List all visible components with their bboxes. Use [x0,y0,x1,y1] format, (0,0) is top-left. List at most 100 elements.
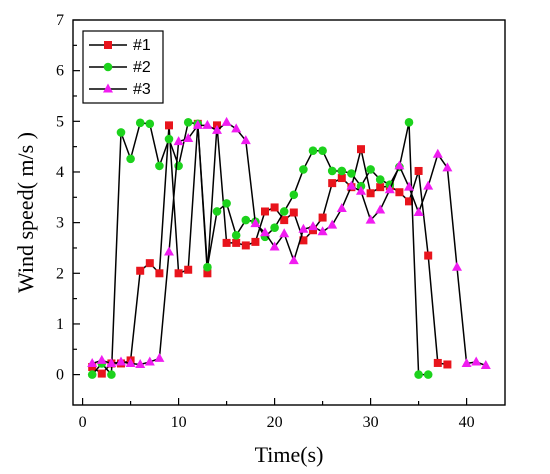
data-point [336,202,347,212]
data-point [135,358,146,368]
data-point [318,146,327,155]
series-3 [87,116,491,369]
data-point [347,169,356,178]
data-point [144,356,155,366]
data-point [317,226,328,236]
legend-label: #3 [133,81,151,98]
x-tick-label: 40 [459,414,475,431]
y-tick-label: 7 [56,12,64,29]
data-point [299,236,308,245]
x-tick-label: 20 [267,414,283,431]
data-point [375,204,386,214]
legend-marker [103,62,113,72]
data-point [414,166,423,175]
data-point [405,197,413,206]
data-point [183,133,194,143]
legend-label: #1 [133,37,151,54]
y-tick-label: 1 [56,316,64,333]
data-point [366,189,375,198]
data-point [232,238,241,247]
data-point [145,259,154,268]
data-point [318,213,327,222]
data-point [480,359,491,369]
x-axis-title: Time(s) [255,442,324,467]
data-point [366,165,375,174]
data-point [308,221,318,231]
y-tick-label: 4 [56,164,64,181]
data-point [222,238,231,247]
data-point [384,184,395,194]
data-point [88,363,97,372]
data-point [87,370,97,379]
data-point [432,148,443,158]
data-point [461,357,472,367]
data-point [222,199,231,208]
series-2 [87,118,433,379]
data-point [174,269,183,278]
data-point [279,207,289,216]
data-point [327,166,337,176]
data-point [251,237,260,246]
data-point [471,356,482,366]
data-point [269,241,280,251]
data-point [270,203,279,212]
data-point [289,208,298,217]
y-tick-label: 3 [56,215,64,232]
data-point [221,116,232,126]
data-point [87,357,98,367]
data-point [97,369,106,378]
x-tick-label: 30 [363,414,379,431]
data-point [184,265,193,274]
data-point [404,118,414,127]
data-point [309,226,317,235]
data-point [203,269,212,278]
data-point [327,219,338,229]
data-point [241,215,251,225]
legend-marker [104,41,112,49]
data-point [376,183,385,192]
data-point [145,119,155,129]
axis-ticks: 0 10 20 30 40 0 1 2 3 4 5 6 7 [56,12,475,431]
data-point [106,357,117,367]
data-point [365,214,376,224]
data-point [308,146,318,155]
data-point [424,251,433,260]
data-point [328,179,337,188]
data-point [241,241,250,250]
data-point [96,354,107,364]
data-point [346,180,357,190]
data-point [375,175,385,184]
data-point [164,134,174,144]
data-point [404,181,414,191]
data-point [212,124,222,134]
data-point [116,128,126,137]
data-point [414,370,423,379]
data-point [423,180,434,190]
data-point [192,119,203,129]
data-point [155,269,164,278]
data-point [288,255,299,265]
data-point [203,262,212,272]
legend-marker [103,83,113,93]
data-point [442,162,453,172]
data-point [231,123,242,133]
y-tick-label: 2 [56,265,64,282]
data-point [135,118,145,128]
data-point [423,370,433,379]
data-point [173,136,184,146]
series-layer [87,116,491,379]
legend-label: #2 [133,59,151,76]
data-point [155,161,164,171]
data-point [126,154,135,164]
data-point [270,223,279,232]
y-tick-label: 6 [56,63,64,80]
data-point [337,174,346,183]
data-point [356,185,366,195]
data-point [279,228,290,238]
data-point [125,357,136,367]
data-point [395,188,404,197]
data-point [289,190,299,200]
data-point [299,165,308,174]
x-tick-label: 10 [171,414,187,431]
data-point [183,118,193,127]
